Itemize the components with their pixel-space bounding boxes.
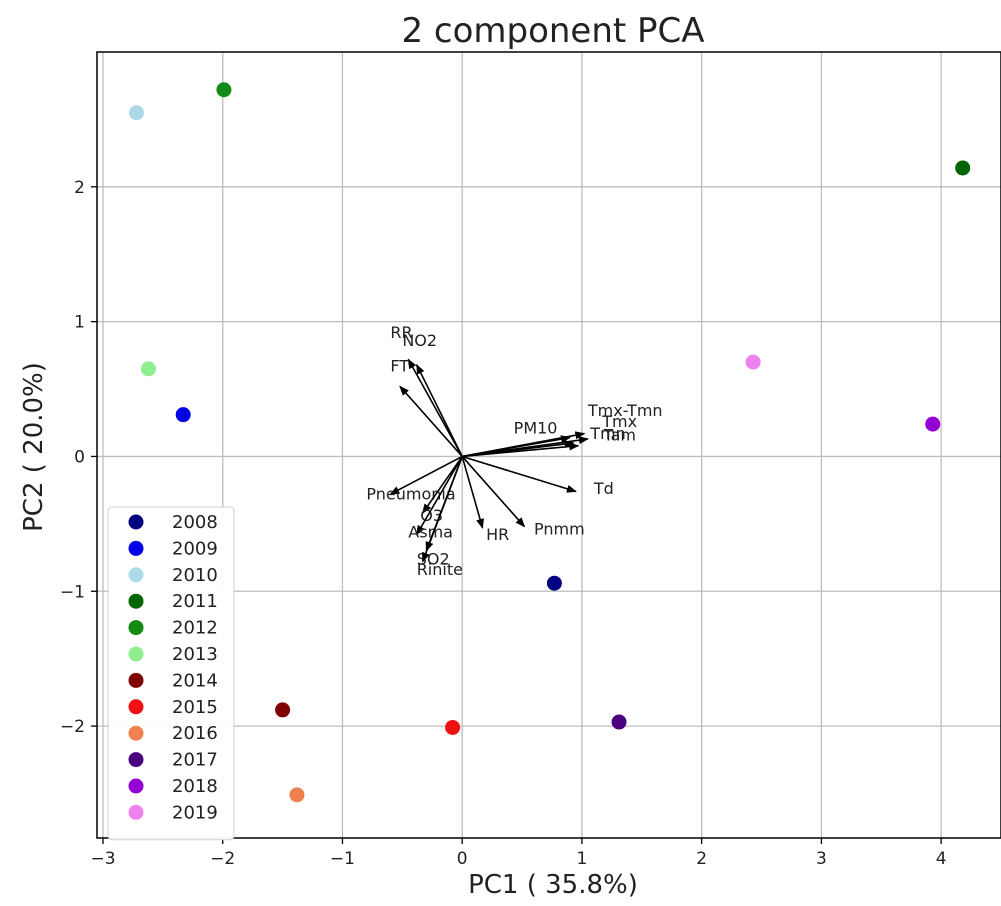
legend-label-2013: 2013 bbox=[172, 644, 218, 665]
legend-label-2011: 2011 bbox=[172, 591, 218, 612]
loading-arrow-hr bbox=[461, 456, 484, 529]
y-axis-label: PC2 ( 20.0%) bbox=[19, 362, 49, 532]
legend: 2008 2009 2010 2011 2012 2013 2014 2015 2016 2017… bbox=[107, 506, 235, 841]
loading-label-tmn: Tmn bbox=[589, 424, 626, 443]
legend-marker-2017 bbox=[128, 752, 144, 768]
legend-label-2010: 2010 bbox=[172, 565, 218, 586]
loading-label-td: Td bbox=[593, 479, 614, 498]
loading-arrow-o3 bbox=[422, 456, 463, 514]
legend-marker-2013 bbox=[128, 646, 144, 662]
loading-arrow-asma bbox=[416, 456, 463, 536]
x-tick-label: 4 bbox=[936, 849, 947, 869]
loading-arrow-rr bbox=[407, 358, 463, 457]
point-2015 bbox=[445, 719, 461, 735]
scatter-points bbox=[129, 82, 971, 803]
point-2011 bbox=[955, 160, 971, 176]
y-tick-label: 1 bbox=[74, 313, 85, 333]
x-tick-label: −3 bbox=[90, 849, 115, 869]
legend-marker-2010 bbox=[128, 567, 144, 583]
legend-label-2014: 2014 bbox=[172, 670, 218, 691]
loading-label-pnmm: Pnmm bbox=[534, 520, 585, 539]
loading-arrow-td bbox=[461, 455, 577, 493]
loading-label-tam: Tam bbox=[602, 425, 636, 444]
loading-label-pneumonia: Pneumonia bbox=[366, 485, 455, 504]
legend-marker-2009 bbox=[128, 540, 144, 556]
legend-label-2019: 2019 bbox=[172, 802, 218, 823]
loading-label-rr: RR bbox=[390, 323, 412, 342]
legend-marker-2012 bbox=[128, 620, 144, 636]
loading-label-pm10: PM10 bbox=[514, 419, 558, 438]
loading-label-hr: HR bbox=[486, 525, 509, 544]
point-2017 bbox=[611, 714, 627, 730]
loading-arrow-pnmm bbox=[461, 455, 526, 528]
point-2008 bbox=[546, 575, 562, 591]
point-2009 bbox=[175, 407, 191, 423]
loading-arrow-ft bbox=[399, 385, 463, 457]
loading-label-tmx-tmn: Tmx-Tmn bbox=[587, 401, 663, 420]
x-tick-label: 1 bbox=[577, 849, 588, 869]
point-2013 bbox=[140, 361, 156, 377]
legend-marker-2016 bbox=[128, 725, 144, 741]
loading-arrow-no2 bbox=[415, 363, 463, 457]
point-2018 bbox=[925, 416, 941, 432]
loading-label-tmx: Tmx bbox=[601, 412, 637, 431]
x-tick-label: −2 bbox=[210, 849, 235, 869]
legend-marker-2019 bbox=[128, 804, 144, 820]
loading-label-asma: Asma bbox=[408, 522, 453, 541]
legend-marker-2015 bbox=[128, 699, 144, 715]
x-tick-label: 3 bbox=[816, 849, 827, 869]
point-2016 bbox=[289, 787, 305, 803]
point-2019 bbox=[745, 354, 761, 370]
x-axis-label: PC1 ( 35.8%) bbox=[468, 870, 638, 900]
x-tick-label: 2 bbox=[696, 849, 707, 869]
point-2010 bbox=[129, 105, 145, 121]
loading-arrow-tam bbox=[462, 442, 580, 458]
grid bbox=[97, 52, 1001, 838]
y-tick-label: 2 bbox=[74, 178, 85, 198]
legend-label-2012: 2012 bbox=[172, 618, 218, 639]
loading-label-ft: FT bbox=[390, 357, 409, 376]
plot-frame bbox=[96, 51, 1001, 839]
axis-ticks: −3 −2 −1 0 1 2 3 4 −2 −1 0 1 2 bbox=[60, 178, 947, 869]
loading-label-rinite: Rinite bbox=[417, 560, 463, 579]
loading-label-no2: NO2 bbox=[402, 331, 437, 350]
y-tick-label: 0 bbox=[74, 447, 85, 467]
point-2014 bbox=[275, 702, 291, 718]
y-tick-label: −2 bbox=[60, 717, 85, 737]
loading-arrow-pneumonia bbox=[389, 455, 463, 495]
loading-arrow-rinite bbox=[421, 456, 463, 563]
legend-marker-2008 bbox=[128, 514, 144, 530]
x-tick-label: −1 bbox=[330, 849, 355, 869]
legend-marker-2018 bbox=[128, 778, 144, 794]
legend-label-2009: 2009 bbox=[172, 538, 218, 559]
y-tick-label: −1 bbox=[60, 582, 85, 602]
legend-label-2008: 2008 bbox=[172, 512, 218, 533]
loading-arrow-pm10 bbox=[462, 435, 571, 458]
legend-marker-2011 bbox=[128, 593, 144, 609]
point-2012 bbox=[216, 82, 232, 98]
x-tick-label: 0 bbox=[457, 849, 468, 869]
legend-label-2017: 2017 bbox=[172, 750, 218, 771]
chart-title: 2 component PCA bbox=[401, 11, 704, 51]
legend-marker-2014 bbox=[128, 672, 144, 688]
legend-label-2015: 2015 bbox=[172, 697, 218, 718]
legend-label-2018: 2018 bbox=[172, 776, 218, 797]
legend-label-2016: 2016 bbox=[172, 723, 218, 744]
